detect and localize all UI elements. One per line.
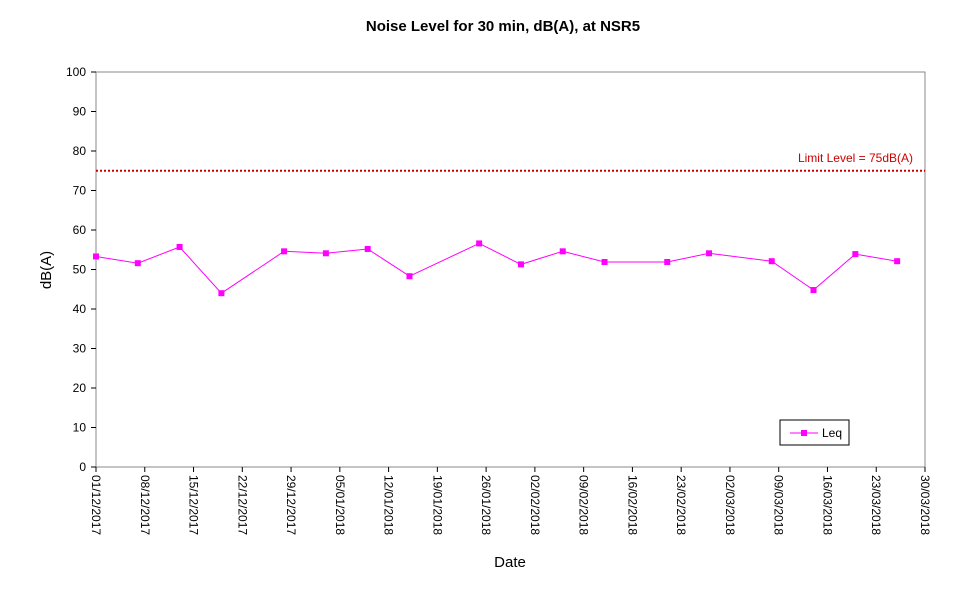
data-point — [406, 273, 413, 280]
data-point — [322, 250, 329, 257]
series-line-leq — [95, 242, 898, 294]
x-tick-label: 23/03/2018 — [869, 475, 883, 535]
legend: Leq — [779, 419, 850, 446]
x-tick-label: 09/03/2018 — [772, 475, 786, 535]
x-tick-label: 15/12/2017 — [187, 475, 201, 535]
y-tick-label: 30 — [73, 342, 87, 356]
x-tick-label: 30/03/2018 — [918, 475, 932, 535]
data-point — [134, 260, 141, 267]
x-axis-label: Date — [494, 554, 526, 571]
x-tick-label: 01/12/2017 — [89, 475, 103, 535]
data-point — [93, 253, 99, 260]
data-point — [664, 258, 671, 265]
data-point — [281, 248, 288, 255]
x-tick-label: 05/01/2018 — [333, 475, 347, 535]
x-tick-label: 02/03/2018 — [723, 475, 737, 535]
y-tick-label: 60 — [73, 223, 87, 237]
data-point — [894, 258, 901, 265]
y-tick-label: 100 — [66, 65, 86, 79]
y-tick-label: 70 — [73, 184, 87, 198]
data-point — [706, 250, 713, 257]
x-axis: 01/12/2017 08/12/2017 15/12/2017 22/12/2017… — [89, 467, 932, 535]
y-tick-label: 80 — [73, 144, 87, 158]
x-tick-label: 08/12/2017 — [138, 475, 152, 535]
x-tick-label: 23/02/2018 — [674, 475, 688, 535]
plot-area — [95, 71, 926, 468]
y-tick-label: 10 — [73, 421, 87, 435]
legend-label-leq: Leq — [822, 426, 842, 440]
series-layer — [93, 240, 901, 297]
data-point — [476, 240, 483, 247]
legend-marker-square — [801, 430, 807, 436]
x-tick-label: 22/12/2017 — [235, 475, 249, 535]
x-tick-label: 16/02/2018 — [625, 475, 639, 535]
y-tick-label: 90 — [73, 105, 87, 119]
reference-lines: Limit Level = 75dB(A) — [96, 151, 925, 172]
data-point — [810, 287, 817, 294]
y-tick-label: 50 — [73, 263, 87, 277]
x-tick-label: 19/01/2018 — [430, 475, 444, 535]
data-point — [601, 258, 608, 265]
y-axis: 0 10 20 30 40 50 60 70 80 90 100 — [66, 65, 96, 474]
data-point — [517, 261, 524, 268]
x-tick-label: 29/12/2017 — [284, 475, 298, 535]
x-tick-label: 02/02/2018 — [528, 475, 542, 535]
y-tick-label: 20 — [73, 381, 87, 395]
x-tick-label: 09/02/2018 — [577, 475, 591, 535]
data-point — [364, 245, 371, 252]
data-point — [218, 290, 225, 297]
x-tick-label: 16/03/2018 — [820, 475, 834, 535]
y-axis-label: dB(A) — [38, 251, 55, 289]
data-point — [768, 258, 775, 265]
data-point — [559, 248, 566, 255]
y-tick-label: 40 — [73, 302, 87, 316]
x-tick-label: 26/01/2018 — [479, 475, 493, 535]
data-point — [176, 243, 183, 250]
x-tick-label: 12/01/2018 — [382, 475, 396, 535]
y-tick-label: 0 — [79, 460, 86, 474]
limit-label: Limit Level = 75dB(A) — [798, 151, 913, 165]
data-point — [852, 251, 859, 258]
chart-title: Noise Level for 30 min, dB(A), at NSR5 — [366, 18, 640, 35]
